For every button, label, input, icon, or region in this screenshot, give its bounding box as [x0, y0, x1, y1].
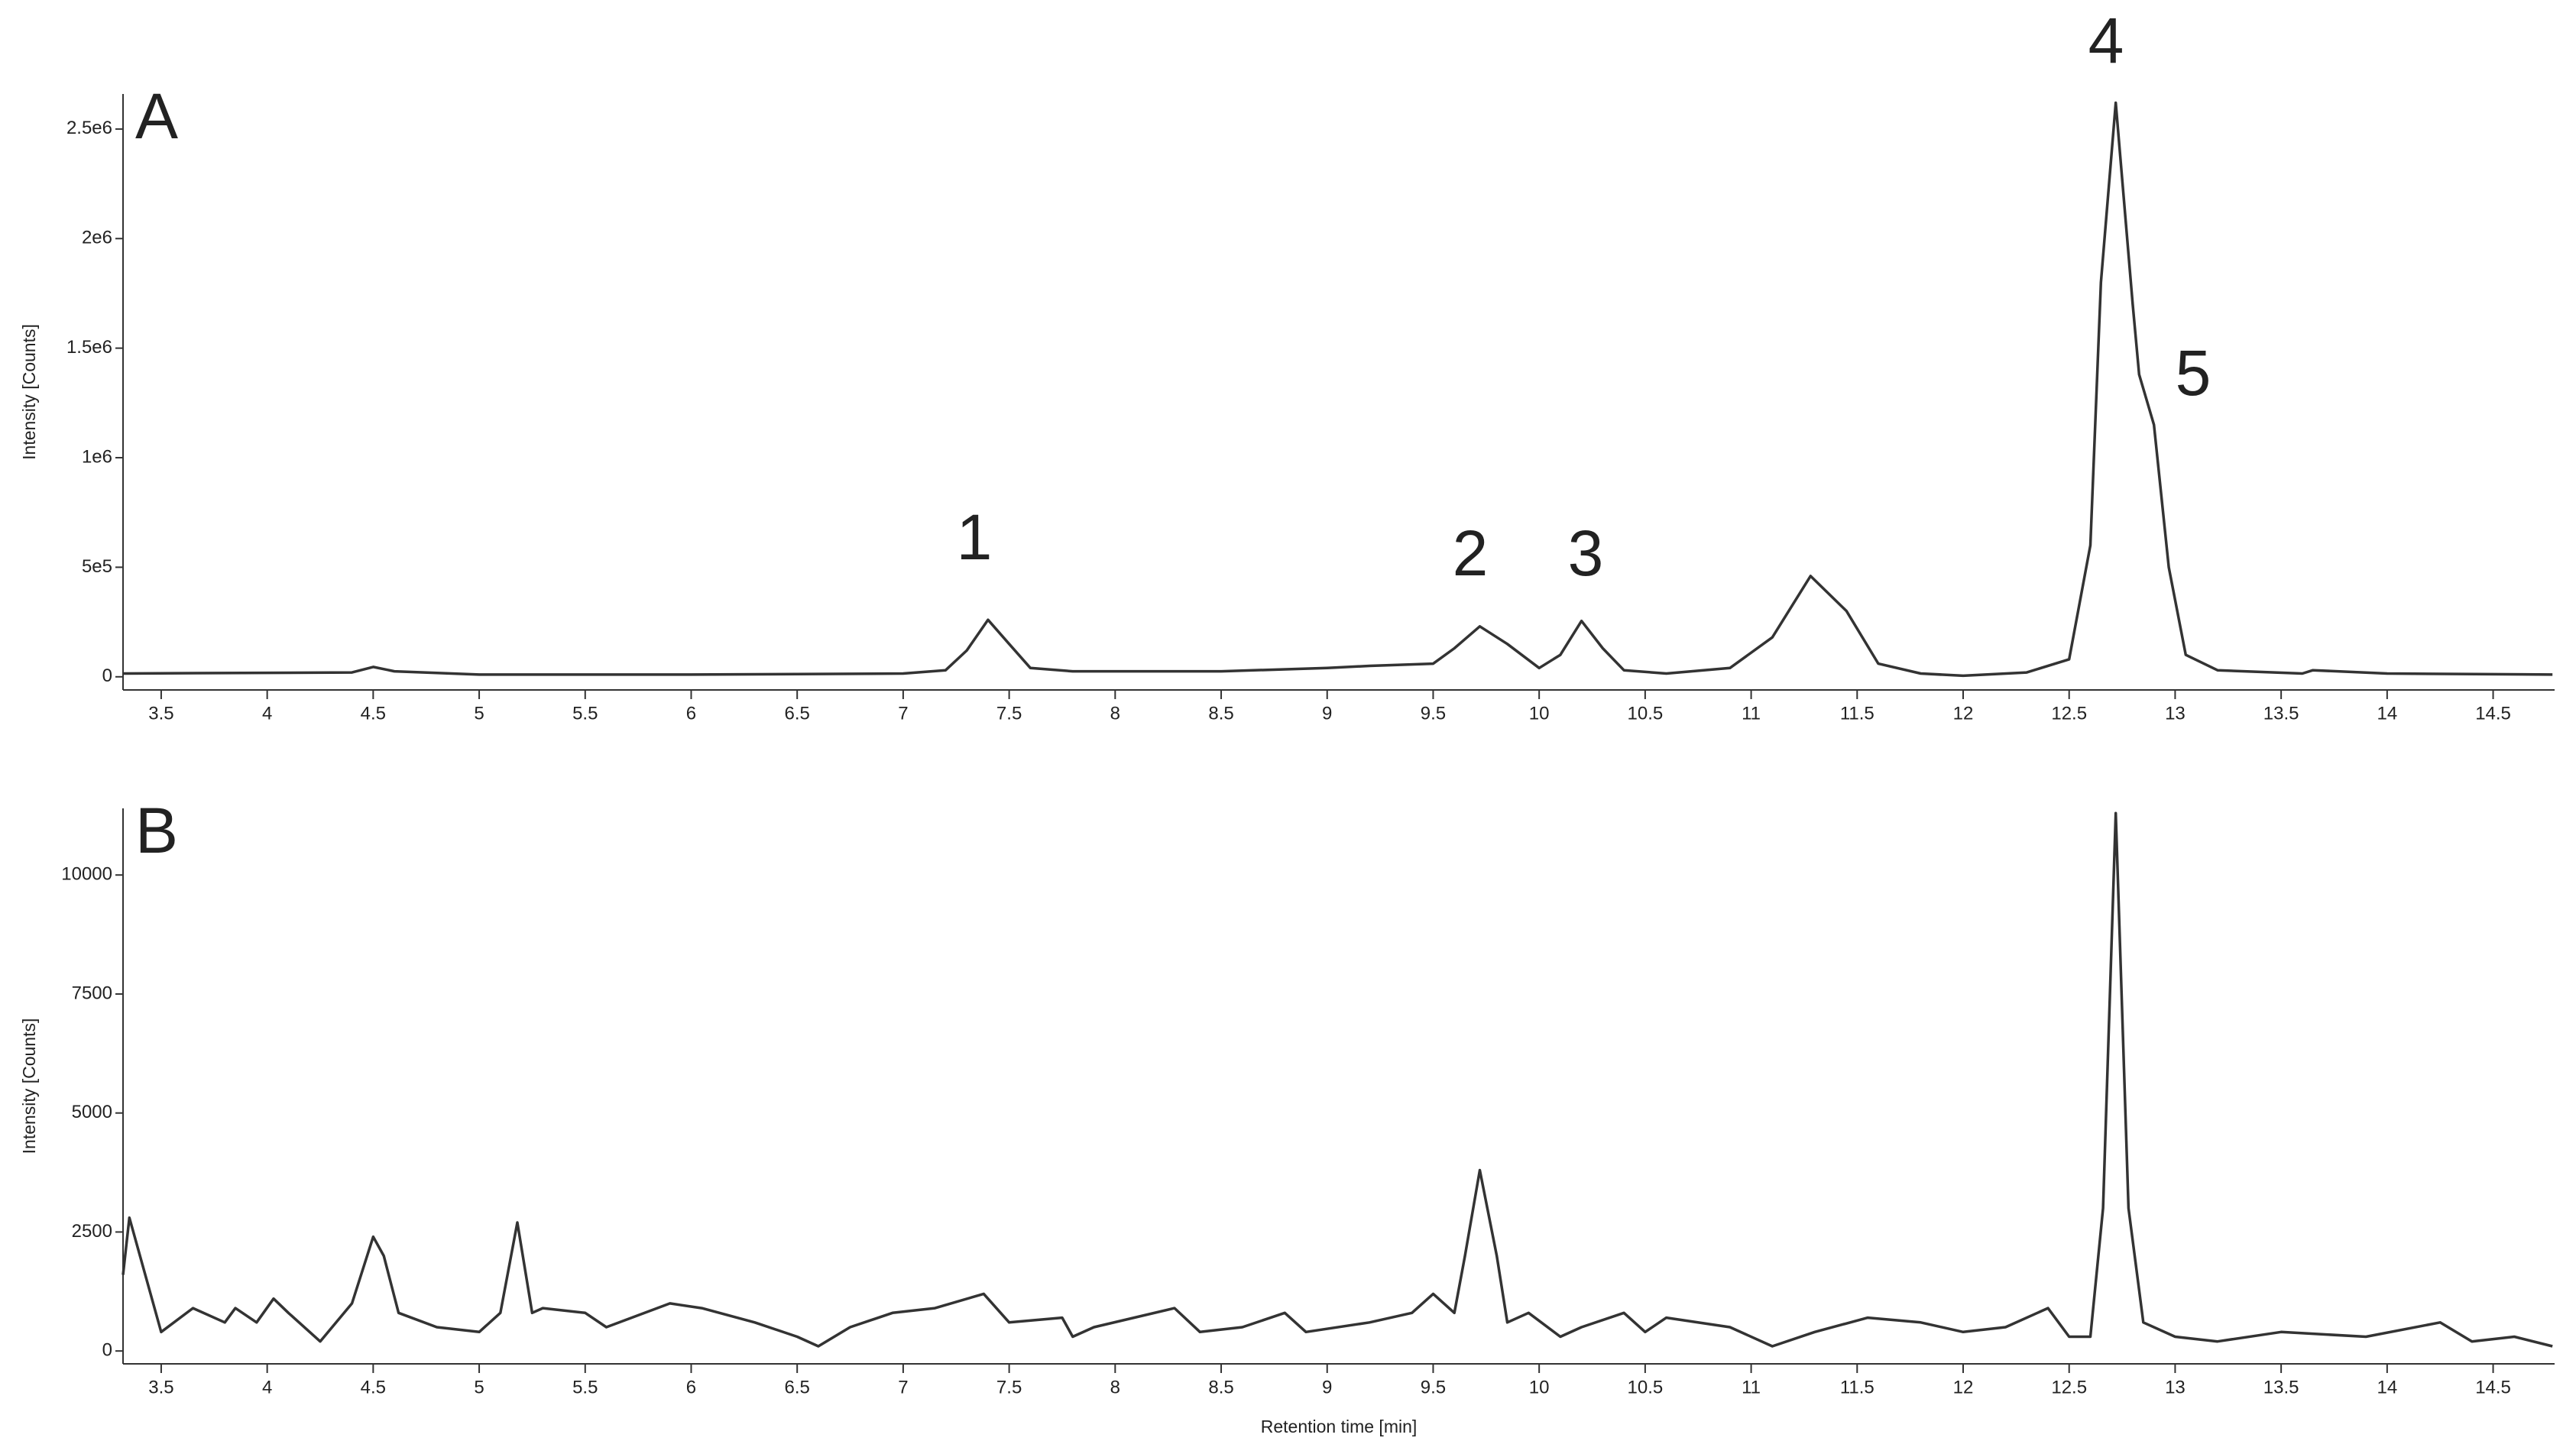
x-axis-title: Retention time [min] [1261, 1417, 1418, 1436]
x-tick-label: 13 [2165, 1377, 2186, 1397]
x-tick-label: 9.5 [1421, 703, 1446, 724]
x-tick-label: 6.5 [785, 703, 810, 724]
x-tick-label: 10 [1529, 703, 1550, 724]
x-tick-label: 10.5 [1628, 1377, 1664, 1397]
x-tick-label: 3.5 [148, 1377, 173, 1397]
x-tick-label: 13.5 [2263, 1377, 2299, 1397]
x-tick-label: 4 [262, 703, 272, 724]
y-axis-title: Intensity [Counts] [19, 1018, 39, 1154]
peak-label: 4 [2088, 5, 2124, 76]
x-tick-label: 13 [2165, 703, 2186, 724]
y-tick-label: 2e6 [82, 228, 112, 248]
x-tick-label: 14.5 [2475, 703, 2511, 724]
x-tick-label: 13.5 [2263, 703, 2299, 724]
x-tick-label: 8 [1110, 703, 1120, 724]
x-tick-label: 11 [1742, 1377, 1761, 1397]
x-tick-label: 6.5 [785, 1377, 810, 1397]
x-tick-label: 12 [1953, 703, 1974, 724]
x-tick-label: 7.5 [996, 703, 1022, 724]
x-tick-label: 7 [898, 703, 908, 724]
peak-label: 2 [1453, 517, 1489, 589]
x-tick-label: 7.5 [996, 1377, 1022, 1397]
x-tick-label: 6 [686, 703, 696, 724]
peak-label: 1 [957, 501, 993, 573]
x-tick-label: 12.5 [2051, 1377, 2087, 1397]
x-tick-label: 8.5 [1208, 1377, 1233, 1397]
y-axis-title: Intensity [Counts] [19, 324, 39, 460]
x-tick-label: 4.5 [361, 703, 386, 724]
x-tick-label: 12.5 [2051, 703, 2087, 724]
x-tick-label: 8 [1110, 1377, 1120, 1397]
x-tick-label: 12 [1953, 1377, 1974, 1397]
y-tick-label: 1e6 [82, 446, 112, 467]
x-tick-label: 14 [2377, 1377, 2397, 1397]
y-tick-label: 7500 [72, 983, 112, 1003]
x-tick-label: 4 [262, 1377, 272, 1397]
chromatogram-line [122, 811, 2553, 1348]
y-tick-label: 10000 [61, 864, 112, 885]
x-tick-label: 11 [1742, 703, 1761, 724]
x-tick-label: 10.5 [1628, 703, 1664, 724]
x-tick-label: 5 [474, 703, 484, 724]
x-tick-label: 6 [686, 1377, 696, 1397]
y-tick-label: 0 [102, 1340, 112, 1361]
x-tick-label: 14.5 [2475, 1377, 2511, 1397]
peak-label: 3 [1568, 517, 1604, 589]
y-tick-label: 2.5e6 [66, 118, 112, 138]
x-tick-label: 5.5 [572, 1377, 598, 1397]
x-tick-label: 4.5 [361, 1377, 386, 1397]
x-tick-label: 9.5 [1421, 1377, 1446, 1397]
x-tick-label: 11.5 [1840, 703, 1874, 724]
y-tick-label: 5000 [72, 1102, 112, 1122]
y-tick-label: 2500 [72, 1221, 112, 1242]
y-tick-label: 0 [102, 665, 112, 686]
x-tick-label: 11.5 [1840, 1377, 1874, 1397]
x-tick-label: 9 [1322, 1377, 1332, 1397]
x-tick-label: 14 [2377, 703, 2397, 724]
peak-label: 5 [2176, 337, 2211, 409]
panel-label: A [135, 80, 178, 152]
chromatogram-line [122, 101, 2553, 678]
x-tick-label: 5 [474, 1377, 484, 1397]
panel-label: B [135, 795, 178, 866]
x-tick-label: 7 [898, 1377, 908, 1397]
y-tick-label: 1.5e6 [66, 337, 112, 358]
y-tick-label: 5e5 [82, 556, 112, 577]
x-tick-label: 8.5 [1208, 703, 1233, 724]
x-tick-label: 5.5 [572, 703, 598, 724]
x-tick-label: 9 [1322, 703, 1332, 724]
x-tick-label: 3.5 [148, 703, 173, 724]
x-tick-label: 10 [1529, 1377, 1550, 1397]
